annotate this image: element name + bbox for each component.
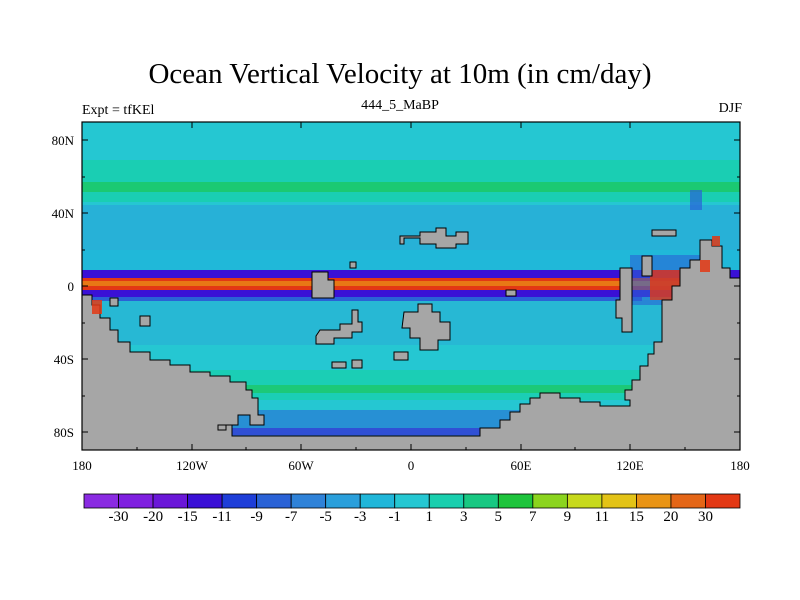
colorbar-swatch [670,493,706,509]
lon-tick-label: 60E [511,458,532,473]
plot-title: Ocean Vertical Velocity at 10m (in cm/da… [148,58,652,90]
lon-tick-label: 0 [408,458,415,473]
colorbar-label: 1 [425,509,434,525]
colorbar-label: 20 [663,509,679,525]
colorbar-swatch [83,493,119,509]
lat-tick-label: 0 [68,279,75,294]
colorbar-swatch [325,493,361,509]
lat-tick-label: 80N [52,133,75,148]
colorbar-label: -5 [319,509,332,525]
colorbar-label: -20 [143,509,164,525]
colorbar-swatch [187,493,223,509]
colorbar-label: -7 [284,509,298,525]
land-masses [81,227,741,451]
colorbar-swatch [359,493,396,509]
colorbar-label: 30 [698,509,713,525]
lon-tick-label: 60W [288,458,314,473]
colorbar [83,493,741,509]
lon-tick-label: 180 [72,458,92,473]
colorbar-swatch [394,493,430,509]
lat-tick-label: 40S [54,352,74,367]
map-panel: 80N 40N 0 40S 80S 180 120W 60W 0 60E 120… [52,121,750,473]
colorbar-swatch [532,493,568,509]
colorbar-swatch [428,493,465,509]
case-label: 444_5_MaBP [361,98,439,113]
colorbar-label: -11 [212,509,232,525]
colorbar-swatch [566,493,603,509]
colorbar-label: 11 [594,509,610,525]
colorbar-label: 3 [460,509,468,525]
colorbar-swatch [601,493,637,509]
lon-tick-label: 180 [730,458,750,473]
lat-tick-label: 40N [52,206,75,221]
colorbar-swatch [705,493,741,509]
colorbar-label: -15 [177,509,198,525]
lon-tick-label: 120E [616,458,644,473]
colorbar-swatch [152,493,188,509]
colorbar-label: 5 [494,509,503,525]
colorbar-swatch [636,493,672,509]
colorbar-label: 15 [628,509,644,525]
colorbar-label: 7 [529,509,537,525]
colorbar-swatch [463,493,499,509]
colorbar-label: 9 [563,509,572,525]
colorbar-swatch [118,493,154,509]
colorbar-swatch [221,493,258,509]
longitude-labels: 180 120W 60W 0 60E 120E 180 [72,458,750,473]
colorbar-swatch [497,493,534,509]
latitude-labels: 80N 40N 0 40S 80S [52,133,75,440]
colorbar-label: -1 [388,509,401,525]
lon-tick-label: 120W [176,458,209,473]
colorbar-label: -30 [108,509,129,525]
colorbar-label: -9 [250,509,263,525]
experiment-label: Expt = tfKEl [82,103,155,118]
colorbar-swatch [290,493,327,509]
colorbar-label: -3 [353,509,367,525]
lat-tick-label: 80S [54,425,74,440]
season-label: DJF [718,101,742,116]
colorbar-swatch [256,493,292,509]
